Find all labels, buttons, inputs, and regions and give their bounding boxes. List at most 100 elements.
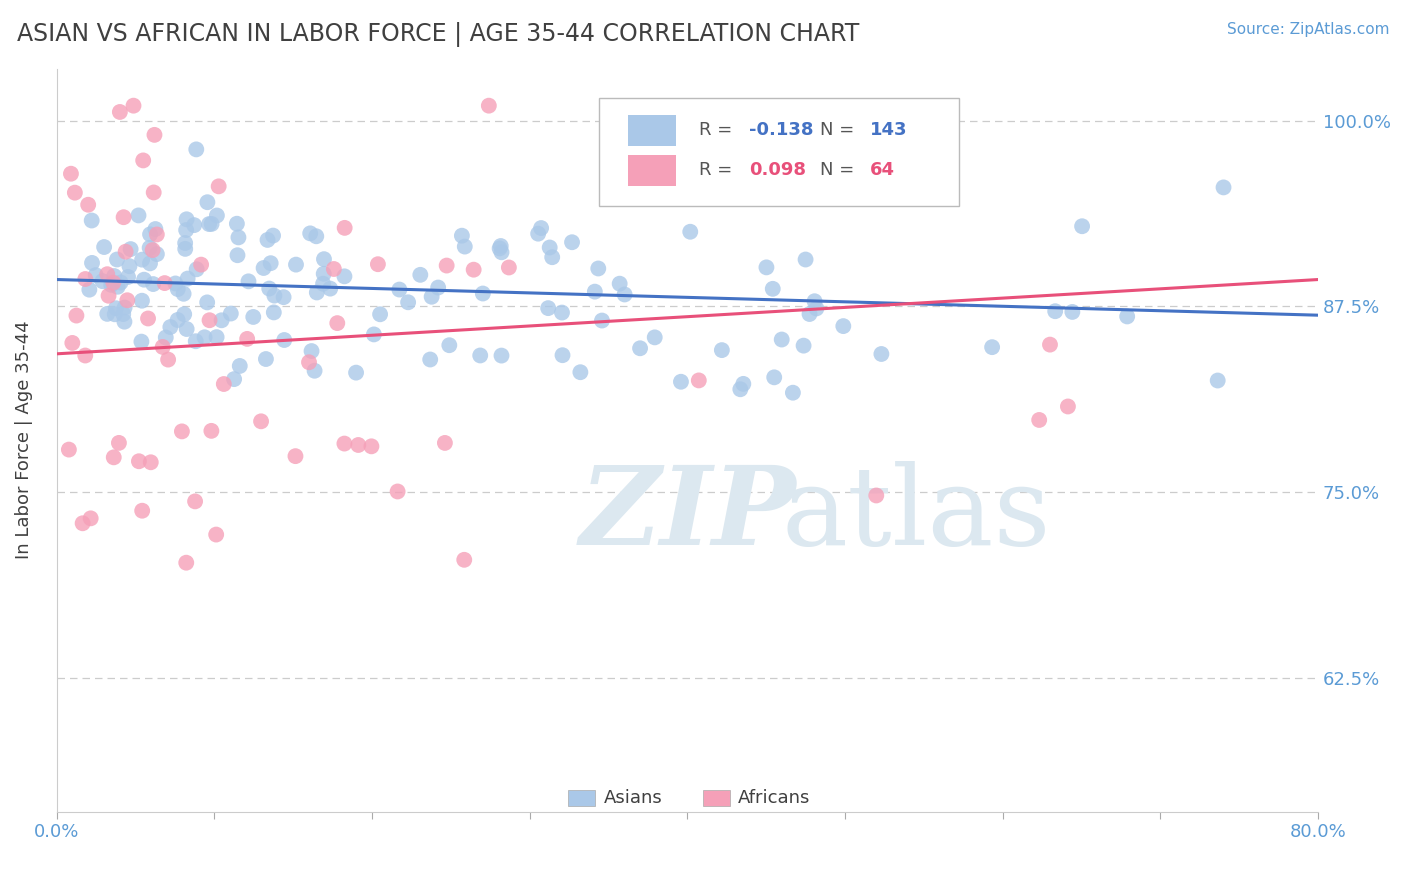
Point xyxy=(120,242,142,256)
Point xyxy=(1212,180,1234,194)
Point xyxy=(312,277,335,291)
Point xyxy=(110,276,132,290)
Point xyxy=(453,553,475,567)
Point xyxy=(184,494,207,508)
Point xyxy=(273,333,295,347)
Point xyxy=(762,282,785,296)
Point xyxy=(254,352,277,367)
Point xyxy=(114,315,136,329)
Point xyxy=(733,376,755,391)
Point xyxy=(226,248,249,262)
Point xyxy=(105,252,128,267)
Point xyxy=(347,438,370,452)
Point xyxy=(319,282,342,296)
Point xyxy=(439,338,461,352)
Point xyxy=(229,359,252,373)
Point xyxy=(1039,337,1062,351)
Point xyxy=(159,320,181,334)
Point xyxy=(541,250,564,264)
Point xyxy=(132,273,155,287)
Text: N =: N = xyxy=(820,161,860,179)
Point xyxy=(219,306,242,320)
Point xyxy=(299,227,322,241)
Point xyxy=(333,269,356,284)
Point xyxy=(65,309,87,323)
Point xyxy=(409,268,432,282)
Point xyxy=(436,259,458,273)
Point xyxy=(262,228,284,243)
Point xyxy=(1062,305,1084,319)
Point xyxy=(471,286,494,301)
Point xyxy=(387,484,409,499)
Point xyxy=(396,295,419,310)
Point xyxy=(138,241,160,255)
Point xyxy=(176,322,198,336)
Point xyxy=(224,372,246,386)
Bar xyxy=(568,790,595,806)
Point xyxy=(669,375,692,389)
Point xyxy=(538,240,561,254)
Text: 64: 64 xyxy=(870,161,896,179)
Point xyxy=(250,414,273,428)
Point xyxy=(153,276,176,290)
Point xyxy=(96,267,118,281)
Point xyxy=(186,142,208,156)
Point xyxy=(489,239,512,253)
Point xyxy=(104,307,127,321)
Point xyxy=(770,333,793,347)
Point xyxy=(1028,413,1050,427)
Point xyxy=(174,223,197,237)
Point xyxy=(305,285,328,300)
Point xyxy=(257,282,280,296)
Point xyxy=(1057,400,1080,414)
Point xyxy=(80,256,103,270)
Point xyxy=(79,283,101,297)
Point xyxy=(238,274,260,288)
Point xyxy=(236,332,259,346)
Point xyxy=(263,305,285,319)
Point xyxy=(537,301,560,315)
Point xyxy=(184,334,207,349)
Point xyxy=(132,153,155,168)
Point xyxy=(451,228,474,243)
Text: R =: R = xyxy=(699,121,738,139)
Point xyxy=(256,233,278,247)
Point xyxy=(118,259,141,273)
Point xyxy=(58,442,80,457)
Point xyxy=(131,334,153,349)
Point xyxy=(252,260,274,275)
Point xyxy=(131,293,153,308)
Point xyxy=(561,235,583,250)
Point xyxy=(763,370,786,384)
Point xyxy=(200,424,222,438)
Point xyxy=(284,449,307,463)
Y-axis label: In Labor Force | Age 35-44: In Labor Force | Age 35-44 xyxy=(15,321,32,559)
Text: Africans: Africans xyxy=(738,789,810,807)
Point xyxy=(174,242,197,256)
Point xyxy=(104,301,127,316)
Point xyxy=(165,277,187,291)
Point xyxy=(419,352,441,367)
Point xyxy=(591,313,613,327)
Point xyxy=(197,195,219,210)
Text: ZIP: ZIP xyxy=(581,460,797,568)
Point xyxy=(114,301,136,315)
Text: Asians: Asians xyxy=(605,789,662,807)
Point xyxy=(75,349,97,363)
Point xyxy=(304,364,326,378)
Point xyxy=(1206,374,1229,388)
Point xyxy=(427,280,450,294)
Point xyxy=(143,128,166,142)
Point xyxy=(142,243,165,257)
Point xyxy=(131,252,153,267)
Point xyxy=(609,277,631,291)
Point xyxy=(208,179,231,194)
Point xyxy=(613,287,636,301)
Point xyxy=(263,288,285,302)
Point xyxy=(333,220,356,235)
Point xyxy=(79,511,101,525)
Point xyxy=(305,229,328,244)
Point xyxy=(228,230,250,244)
Point xyxy=(195,295,218,310)
Point xyxy=(108,436,131,450)
